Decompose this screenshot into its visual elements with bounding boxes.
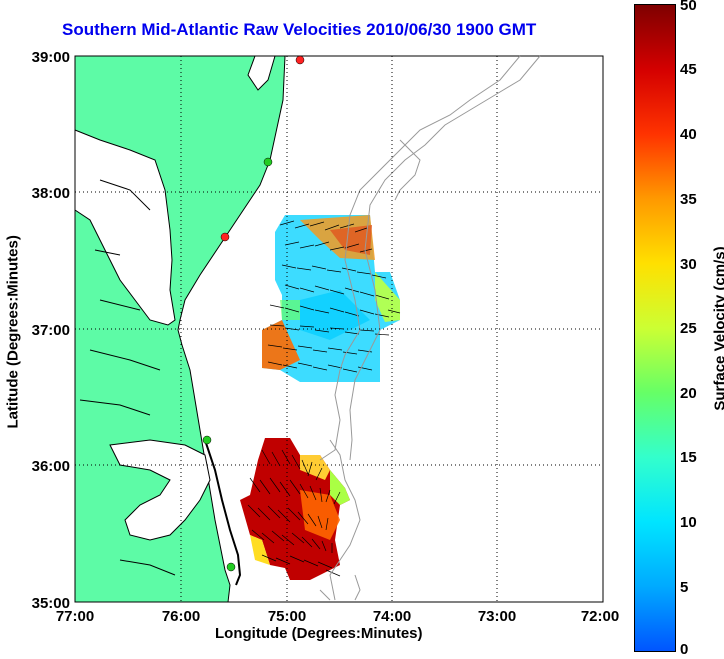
x-tick-label: 77:00 [56, 608, 94, 625]
colorbar-tick: 50 [680, 0, 697, 14]
x-tick-label: 72:00 [581, 608, 619, 625]
station-markers [202, 55, 305, 572]
colorbar-tick: 40 [680, 126, 697, 143]
y-tick-label: 38:00 [32, 185, 70, 202]
colorbar-tick: 20 [680, 385, 697, 402]
x-tick-label: 74:00 [373, 608, 411, 625]
station-marker [220, 232, 230, 242]
grid-lines [75, 56, 603, 602]
colorbar-tick: 5 [680, 579, 689, 596]
y-axis-label: Latitude (Degrees:Minutes) [4, 235, 22, 429]
colorbar-tick: 15 [680, 449, 697, 466]
colorbar-tick: 10 [680, 514, 697, 531]
colorbar-tick: 25 [680, 320, 697, 337]
colorbar-tick: 0 [680, 641, 689, 658]
x-tick-label: 73:00 [478, 608, 516, 625]
colorbar-tick: 35 [680, 191, 697, 208]
y-tick-label: 36:00 [32, 458, 70, 475]
colorbar-tick: 45 [680, 61, 697, 78]
x-tick-labels: 77:00 76:00 75:00 74:00 73:00 72:00 [56, 608, 619, 625]
station-marker [202, 435, 212, 445]
station-marker [263, 157, 273, 167]
colorbar-tick: 30 [680, 256, 697, 273]
colorbar [634, 4, 676, 652]
x-tick-label: 76:00 [162, 608, 200, 625]
y-tick-label: 39:00 [32, 49, 70, 66]
velocity-vectors [247, 220, 401, 577]
station-marker [295, 55, 305, 65]
y-tick-labels: 39:00 38:00 37:00 36:00 35:00 [32, 49, 70, 612]
velocity-field-south [240, 438, 350, 580]
velocity-field-north [262, 215, 400, 382]
x-axis-label: Longitude (Degrees:Minutes) [215, 625, 423, 642]
station-marker [226, 562, 236, 572]
map-title: Southern Mid-Atlantic Raw Velocities 201… [62, 20, 537, 39]
y-tick-label: 37:00 [32, 322, 70, 339]
colorbar-label: Surface Velocity (cm/s) [711, 246, 724, 411]
y-tick-label: 35:00 [32, 595, 70, 612]
x-tick-label: 75:00 [268, 608, 306, 625]
